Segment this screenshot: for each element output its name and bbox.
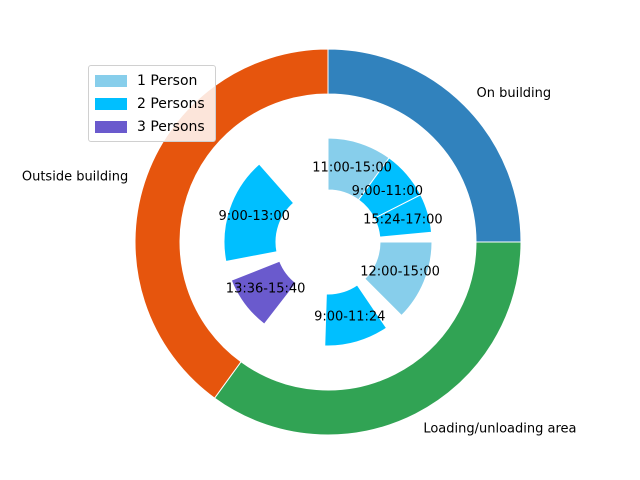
inner-label-9-00-13-00: 9:00-13:00 (219, 209, 290, 224)
inner-wedge-9-00-13-00 (223, 163, 295, 263)
legend: 1 Person 2 Persons 3 Persons (88, 65, 216, 142)
outer-label-outside-building: Outside building (22, 170, 128, 185)
inner-label-9-00-11-24: 9:00-11:24 (314, 309, 385, 324)
outer-label-on-building: On building (476, 86, 551, 101)
legend-label: 1 Person (137, 72, 198, 89)
legend-item-1-person: 1 Person (95, 69, 209, 92)
inner-wedge-12-00-15-00 (364, 241, 433, 317)
inner-label-13-36-15-40: 13:36-15:40 (226, 281, 306, 296)
inner-label-15-24-17-00: 15:24-17:00 (363, 213, 443, 228)
legend-swatch (95, 74, 127, 87)
inner-wedge-15-24-17-00 (373, 194, 433, 238)
inner-wedge-9-00-11-24 (324, 284, 388, 347)
chart-labels: On building Loading/unloading area Outside… (22, 86, 577, 437)
legend-label: 3 Persons (137, 118, 205, 135)
legend-swatch (95, 97, 127, 110)
inner-label-9-00-11-00: 9:00-11:00 (352, 184, 423, 199)
inner-label-12-00-15-00: 12:00-15:00 (360, 264, 440, 279)
inner-label-11-00-15-00: 11:00-15:00 (312, 160, 392, 175)
legend-swatch (95, 120, 127, 133)
legend-label: 2 Persons (137, 95, 205, 112)
legend-item-3-persons: 3 Persons (95, 115, 209, 138)
inner-ring (223, 137, 433, 347)
outer-label-loading-unloading-area: Loading/unloading area (423, 422, 576, 437)
inner-wedge-13-36-15-40 (230, 260, 297, 325)
legend-item-2-persons: 2 Persons (95, 92, 209, 115)
